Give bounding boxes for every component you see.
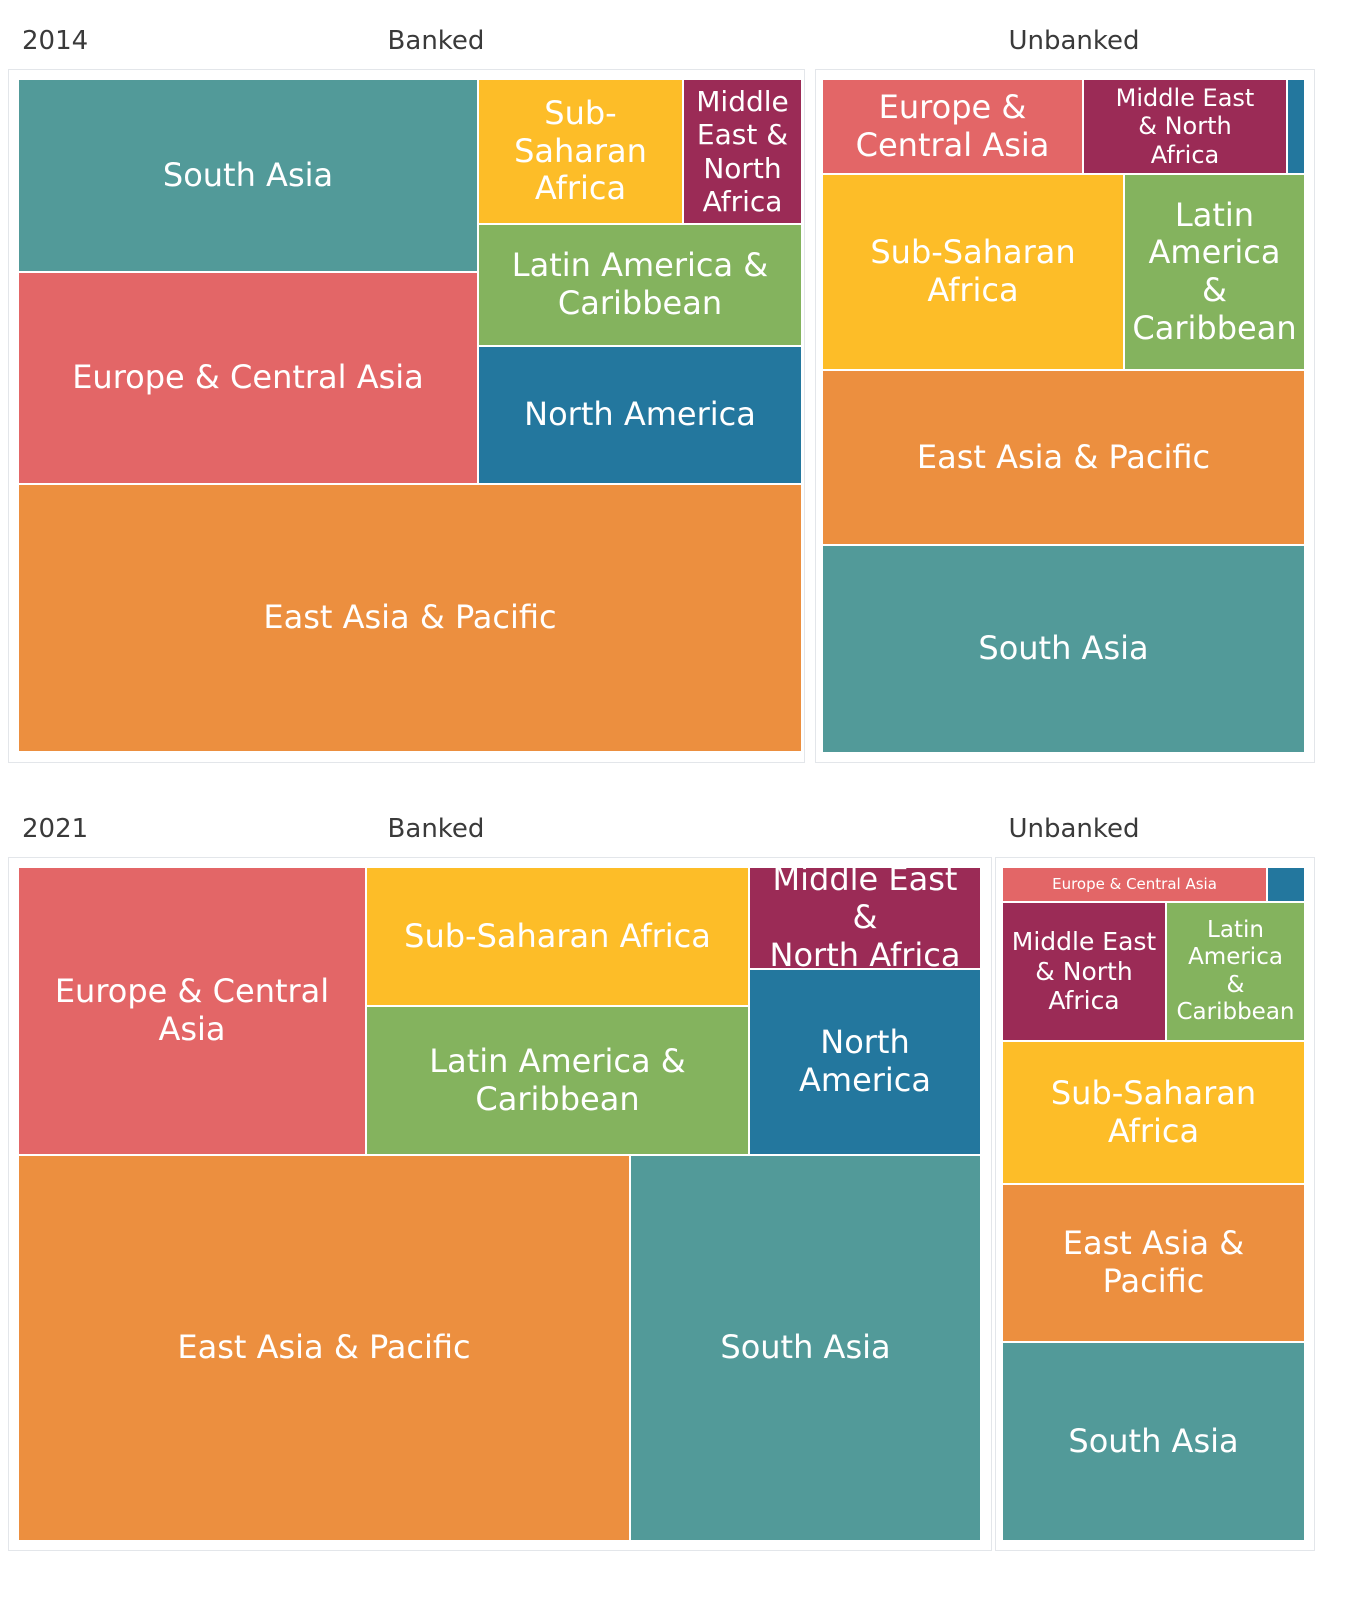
tile-label: East Asia & Pacific [916, 437, 1211, 476]
tile-sub-saharan-africa[interactable]: Sub-Saharan Africa [366, 867, 749, 1006]
tile-south-asia[interactable]: South Asia [18, 79, 478, 272]
tile-europe-and-central-asia[interactable]: Europe & Central Asia [18, 272, 478, 484]
tile-east-asia-and-pacific[interactable]: East Asia & Pacific [822, 370, 1305, 545]
tile-label: Latin America & Caribbean [1176, 917, 1295, 1025]
tile-label: Latin America & Caribbean [511, 246, 769, 322]
tile-label: South Asia [162, 155, 334, 194]
tile-label: Latin America & Caribbean [1132, 195, 1297, 347]
tile-label: Sub-Saharan Africa [1050, 1073, 1257, 1150]
tile-label: Europe & Central Asia [855, 87, 1050, 164]
tile-east-asia-and-pacific[interactable]: East Asia & Pacific [18, 484, 802, 752]
tile-label: South Asia [1068, 1421, 1239, 1460]
tile-latin-america-and-caribbean[interactable]: Latin America & Caribbean [1124, 174, 1305, 370]
tile-south-asia[interactable]: South Asia [1002, 1342, 1305, 1541]
tile-sub-saharan-africa[interactable]: Sub-Saharan Africa [822, 174, 1124, 370]
tile-north-america[interactable]: North America [749, 969, 981, 1155]
tile-label: Europe & Central Asia [72, 358, 424, 397]
tile-label: Europe & Central Asia [54, 972, 330, 1048]
tile-middle-east-and-north-africa[interactable]: Middle East & North Africa [683, 79, 802, 224]
tile-label: Sub-Saharan Africa [404, 916, 711, 955]
tile-east-asia-and-pacific[interactable]: East Asia & Pacific [18, 1155, 630, 1541]
tile-middle-east-and-north-africa[interactable]: Middle East & North Africa [1002, 902, 1166, 1041]
unbanked-title-2021: Unbanked [1008, 814, 1140, 844]
tile-label: Sub-Saharan Africa [870, 233, 1076, 309]
tile-label: Sub-Saharan Africa [514, 93, 647, 208]
tile-east-asia-and-pacific[interactable]: East Asia & Pacific [1002, 1184, 1305, 1342]
tile-label: East Asia & Pacific [177, 1328, 471, 1367]
tile-label: Middle East & North Africa [769, 867, 961, 969]
tile-europe-and-central-asia[interactable]: Europe & Central Asia [1002, 867, 1267, 902]
year-label-2014: 2014 [22, 26, 89, 56]
tile-europe-and-central-asia[interactable]: Europe & Central Asia [18, 867, 366, 1155]
tile-label: North America [524, 395, 756, 434]
tile-north-america[interactable] [1287, 79, 1305, 174]
tile-label: Latin America & Caribbean [429, 1041, 686, 1118]
banked-title-2021: Banked [387, 814, 485, 844]
tile-middle-east-and-north-africa[interactable]: Middle East & North Africa [749, 867, 981, 969]
tile-label: East Asia & Pacific [1062, 1224, 1245, 1300]
tile-latin-america-and-caribbean[interactable]: Latin America & Caribbean [1166, 902, 1305, 1041]
tile-sub-saharan-africa[interactable]: Sub-Saharan Africa [1002, 1041, 1305, 1184]
tile-middle-east-and-north-africa[interactable]: Middle East & North Africa [1083, 79, 1287, 174]
tile-label: Middle East & North Africa [696, 85, 789, 218]
tile-label: Middle East & North Africa [1011, 927, 1157, 1016]
tile-sub-saharan-africa[interactable]: Sub-Saharan Africa [478, 79, 683, 224]
tile-south-asia[interactable]: South Asia [822, 545, 1305, 753]
tile-label: North America [799, 1023, 931, 1099]
tile-label: East Asia & Pacific [263, 598, 557, 637]
banked-title-2014: Banked [387, 26, 485, 56]
tile-north-america[interactable] [1267, 867, 1305, 902]
tile-north-america[interactable]: North America [478, 346, 802, 484]
tile-latin-america-and-caribbean[interactable]: Latin America & Caribbean [478, 224, 802, 346]
tile-europe-and-central-asia[interactable]: Europe & Central Asia [822, 79, 1083, 174]
tile-label: South Asia [978, 629, 1149, 668]
tile-label: South Asia [720, 1328, 891, 1367]
tile-label: Europe & Central Asia [1052, 874, 1217, 893]
year-label-2021: 2021 [22, 814, 89, 844]
tile-label: Middle East & North Africa [1115, 84, 1255, 169]
tile-latin-america-and-caribbean[interactable]: Latin America & Caribbean [366, 1006, 749, 1155]
unbanked-title-2014: Unbanked [1008, 26, 1140, 56]
tile-south-asia[interactable]: South Asia [630, 1155, 981, 1541]
